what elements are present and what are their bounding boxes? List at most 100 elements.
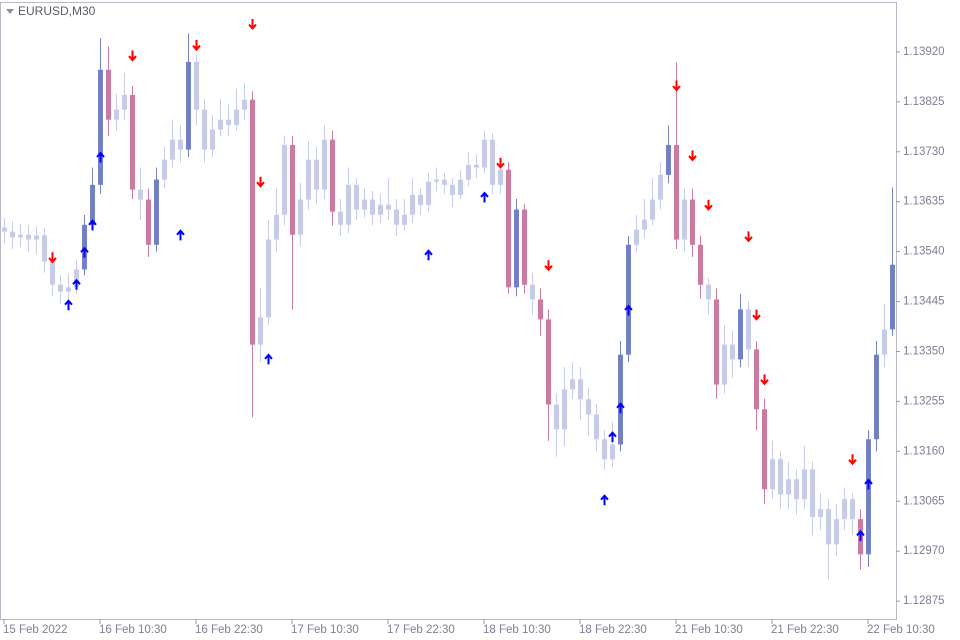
candle-body [746, 309, 751, 350]
candle-body [394, 209, 399, 225]
y-tick-label: 1.13065 [903, 495, 945, 507]
candle-body [194, 61, 199, 110]
buy-arrow [96, 151, 105, 163]
candle-body [282, 144, 287, 215]
sell-arrow [48, 252, 57, 264]
x-tick-label: 17 Feb 10:30 [291, 624, 359, 636]
x-tick-label: 16 Feb 10:30 [99, 624, 167, 636]
candle-body [562, 389, 567, 430]
buy-arrow [616, 402, 625, 414]
candle-body [770, 459, 775, 490]
buy-arrow [80, 246, 89, 258]
candle-body [362, 199, 367, 210]
y-tick-label: 1.13445 [903, 296, 945, 308]
sell-arrow [744, 231, 753, 243]
candle-body [162, 159, 167, 180]
candle-body [66, 287, 71, 292]
candle-body [170, 139, 175, 160]
candle-body [122, 94, 127, 110]
candle-body [146, 199, 151, 245]
candle-body [34, 235, 39, 240]
candle-body [730, 344, 735, 360]
candle-body [650, 199, 655, 220]
x-tick-label: 17 Feb 22:30 [387, 624, 455, 636]
x-tick-label: 18 Feb 22:30 [579, 624, 647, 636]
y-tick-label: 1.13255 [903, 395, 945, 407]
candle-body [330, 139, 335, 212]
candle-body [666, 144, 671, 175]
sell-arrow [192, 40, 201, 52]
candle-body [234, 109, 239, 125]
candle-body [594, 414, 599, 440]
sell-arrow [672, 80, 681, 92]
candle-body [890, 264, 895, 330]
buy-arrow [856, 529, 865, 541]
candle-body [490, 139, 495, 185]
sell-arrow [256, 176, 265, 188]
candle-body [674, 144, 679, 240]
candle-body [18, 234, 23, 238]
sell-arrow [544, 260, 553, 272]
buy-arrow [480, 191, 489, 203]
candle-body [186, 61, 191, 150]
sell-arrow [752, 309, 761, 321]
buy-arrow [624, 304, 633, 316]
y-tick-label: 1.12875 [903, 595, 945, 607]
candle-body [482, 139, 487, 168]
buy-arrow [424, 249, 433, 261]
candle-body [642, 219, 647, 230]
candle-body [338, 211, 343, 225]
candle-body [466, 164, 471, 180]
candle-body [242, 99, 247, 110]
candle-body [874, 354, 879, 440]
sell-arrow [760, 374, 769, 386]
candle-body [50, 261, 55, 285]
candle-body [26, 234, 31, 240]
candle-body [250, 99, 255, 345]
y-tick-label: 1.13825 [903, 96, 945, 108]
candle-body [346, 184, 351, 225]
candle-body [202, 109, 207, 150]
y-tick-label: 1.13635 [903, 196, 945, 208]
candle-body [850, 499, 855, 520]
candle-body [810, 469, 815, 518]
x-tick-label: 21 Feb 22:30 [771, 624, 839, 636]
candle-body [442, 179, 447, 185]
candle-body [818, 509, 823, 518]
sell-arrow [688, 150, 697, 162]
candle-body [10, 231, 15, 238]
candle-body [434, 179, 439, 182]
candle-body [546, 319, 551, 405]
candle-body [274, 214, 279, 240]
candle-body [258, 317, 263, 345]
x-tick-label: 21 Feb 10:30 [675, 624, 743, 636]
candle-body [706, 284, 711, 300]
y-tick-label: 1.13160 [903, 445, 945, 457]
candle-body [114, 109, 119, 120]
candle-body [370, 199, 375, 215]
candle-body [474, 164, 479, 168]
x-tick-label: 16 Feb 22:30 [195, 624, 263, 636]
candle-body [722, 344, 727, 385]
candle-body [658, 174, 663, 200]
candle-body [554, 404, 559, 430]
candle-body [586, 399, 591, 415]
candle-body [218, 119, 223, 130]
candle-body [842, 499, 847, 520]
candle-body [530, 284, 535, 300]
candle-body [426, 181, 431, 205]
y-tick-label: 1.13920 [903, 46, 945, 58]
candle-body [826, 509, 831, 545]
candle-body [570, 379, 575, 390]
title-toggle[interactable] [6, 9, 14, 14]
candle-body [762, 409, 767, 490]
candle-body [354, 184, 359, 210]
candle-body [498, 169, 503, 185]
candle-body [58, 284, 63, 292]
x-tick-label: 22 Feb 10:30 [867, 624, 935, 636]
candle-body [882, 329, 887, 355]
candle-body [538, 299, 543, 320]
candle-body [834, 519, 839, 545]
candle-body [522, 209, 527, 285]
